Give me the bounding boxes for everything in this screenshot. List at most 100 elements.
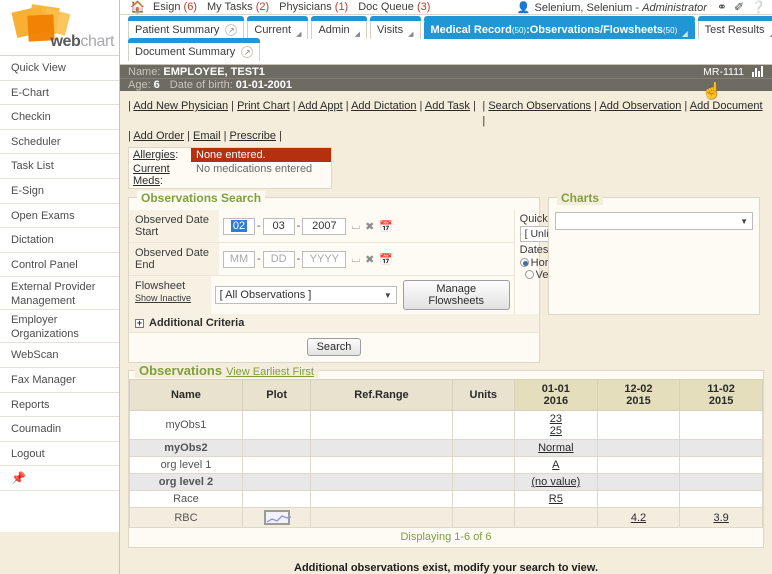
show-inactive-toggle[interactable]: Show Inactive	[135, 293, 191, 303]
keys-icon[interactable]: ⚭	[716, 0, 727, 14]
tab-dropdown-icon[interactable]: ◢	[408, 31, 414, 38]
search-button[interactable]: Search	[306, 338, 362, 356]
sidebar-item-checkin[interactable]: Checkin	[0, 105, 119, 130]
action-link-add-dictation[interactable]: Add Dictation	[351, 100, 417, 112]
open-external-icon[interactable]: ↗	[241, 46, 254, 58]
action-link-add-order[interactable]: Add Order	[133, 130, 185, 142]
end-month-input[interactable]: MM	[223, 250, 255, 268]
wand-icon[interactable]: ✐	[733, 0, 745, 14]
manage-flowsheets-button[interactable]: Manage Flowsheets	[402, 280, 510, 310]
sidebar-item-e-chart[interactable]: E-Chart	[0, 81, 119, 106]
tab-dropdown-icon[interactable]: ◢	[354, 31, 361, 38]
action-link-add-document[interactable]: Add Document	[689, 100, 763, 112]
dates-along-vertical-radio[interactable]	[524, 270, 534, 279]
tab-current[interactable]: Current ◢	[247, 16, 309, 39]
observation-value-cell[interactable]: R5	[514, 490, 598, 508]
sidebar-item-open-exams[interactable]: Open Exams	[0, 204, 119, 229]
action-link-add-task[interactable]: Add Task	[424, 100, 470, 112]
top-link-physicians[interactable]: Physicians (1)	[279, 1, 348, 13]
sidebar-item-dictation[interactable]: Dictation	[0, 228, 119, 253]
clock-icon[interactable]: ⌴	[351, 219, 361, 232]
top-link-esign[interactable]: Esign (6)	[153, 1, 197, 13]
observation-value-cell	[596, 439, 681, 457]
sidebar-item-coumadin[interactable]: Coumadin	[0, 417, 119, 442]
observation-value-cell[interactable]: 4.2	[596, 507, 681, 528]
tab-test-results[interactable]: Test Results ◢	[697, 16, 772, 39]
action-link-add-appt[interactable]: Add Appt	[298, 100, 343, 112]
sidebar-item-task-list[interactable]: Task List	[0, 154, 119, 179]
start-month-input[interactable]: 02	[223, 217, 255, 235]
observation-value-link[interactable]: A	[552, 459, 560, 471]
observation-value-link[interactable]: 25	[549, 425, 562, 437]
sidebar-item-external-provider-management[interactable]: External Provider Management	[0, 277, 119, 311]
sidebar-item-fax-manager[interactable]: Fax Manager	[0, 368, 119, 393]
clear-icon[interactable]: ✖	[365, 220, 375, 233]
observation-value-cell[interactable]: Normal	[514, 439, 598, 457]
observation-value-cell[interactable]: A	[514, 456, 598, 474]
charts-select[interactable]: ▼	[555, 212, 753, 230]
calendar-icon[interactable]: 📅	[379, 253, 394, 266]
sidebar-item-control-panel[interactable]: Control Panel	[0, 253, 119, 278]
current-meds-link[interactable]: Current Meds	[133, 163, 170, 187]
flowsheet-select[interactable]: [ All Observations ] ▼	[214, 286, 397, 304]
action-link-prescribe[interactable]: Prescribe	[229, 130, 277, 142]
observation-value-cell[interactable]: (no value)	[514, 473, 598, 491]
tab-dropdown-icon[interactable]: ◢	[682, 31, 688, 38]
action-link-email[interactable]: Email	[193, 130, 221, 142]
clear-icon[interactable]: ✖	[365, 253, 375, 266]
logo[interactable]: webchart	[0, 0, 119, 56]
home-icon[interactable]: 🏠	[130, 0, 145, 14]
observation-value-link[interactable]: 4.2	[630, 511, 647, 524]
sidebar-item-quick-view[interactable]: Quick View	[0, 56, 119, 81]
pushpin-icon[interactable]: 📌	[0, 466, 119, 491]
sidebar-item-employer-organizations[interactable]: Employer Organizations	[0, 310, 119, 344]
tab-patient-summary[interactable]: Patient Summary ↗	[128, 16, 245, 39]
start-day-input[interactable]: 03	[262, 217, 295, 235]
clock-icon[interactable]: ⌴	[351, 252, 361, 265]
open-external-icon[interactable]: ↗	[225, 24, 238, 36]
observation-value-cell[interactable]: 23 25	[514, 410, 598, 440]
end-day-input[interactable]: DD	[262, 250, 295, 268]
start-year-input[interactable]: 2007	[302, 217, 347, 235]
action-link-add-observation[interactable]: Add Observation	[599, 100, 682, 112]
sidebar-item-e-sign[interactable]: E-Sign	[0, 179, 119, 204]
sidebar-item-logout[interactable]: Logout	[0, 442, 119, 467]
observed-date-end-label: Observed Date End	[129, 243, 219, 275]
action-link-search-observations[interactable]: Search Observations	[488, 100, 592, 112]
bar-chart-icon[interactable]	[751, 66, 764, 77]
sidebar-item-reports[interactable]: Reports	[0, 393, 119, 418]
plot-cell	[241, 439, 312, 457]
tab-dropdown-icon[interactable]: ◢	[296, 31, 302, 38]
observation-value-link[interactable]: R5	[548, 493, 563, 505]
observation-value-link[interactable]: (no value)	[531, 476, 581, 488]
top-link-my-tasks[interactable]: My Tasks (2)	[207, 1, 269, 13]
column-header-name: Name	[129, 379, 243, 411]
plot-cell[interactable]	[241, 507, 312, 528]
observation-value-link[interactable]: Normal	[538, 442, 574, 454]
sidebar-item-webscan[interactable]: WebScan	[0, 343, 119, 368]
sidebar-item-scheduler[interactable]: Scheduler	[0, 130, 119, 155]
tab-visits[interactable]: Visits ◢	[370, 16, 422, 39]
show-inactive-link[interactable]: Show Inactive	[135, 293, 192, 303]
tab-medical-record[interactable]: Medical Record (50):Observations/Flowshe…	[423, 16, 695, 39]
tab-admin[interactable]: Admin ◢	[311, 16, 368, 39]
allergies-link[interactable]: Allergies	[133, 149, 176, 161]
table-row: org level 2 (no value)	[129, 473, 763, 491]
dates-along-horizontal-radio[interactable]	[519, 258, 529, 267]
tab-dropdown-icon[interactable]: ◢	[770, 30, 772, 38]
top-links: Esign (6) My Tasks (2) Physicians (1) Doc Q…	[153, 1, 440, 13]
action-link-add-new-physician[interactable]: Add New Physician	[133, 100, 229, 112]
view-earliest-first-link[interactable]: View Earliest First	[226, 366, 314, 378]
observation-value-link[interactable]: 23	[549, 413, 562, 425]
help-icon[interactable]: ❔	[751, 0, 766, 14]
observation-value-cell[interactable]: 3.9	[679, 507, 763, 528]
observation-value-link[interactable]: 3.9	[713, 511, 729, 524]
calendar-icon[interactable]: 📅	[379, 220, 394, 233]
additional-criteria-toggle[interactable]: + Additional Criteria	[129, 314, 539, 333]
tab-document-summary[interactable]: Document Summary ↗	[128, 38, 261, 61]
end-year-input[interactable]: YYYY	[302, 250, 347, 268]
column-header-date-2: 12-02 2015	[596, 379, 681, 411]
action-link-print-chart[interactable]: Print Chart	[237, 100, 290, 112]
top-link-doc-queue[interactable]: Doc Queue (3)	[358, 1, 430, 13]
plot-icon[interactable]	[263, 510, 291, 525]
